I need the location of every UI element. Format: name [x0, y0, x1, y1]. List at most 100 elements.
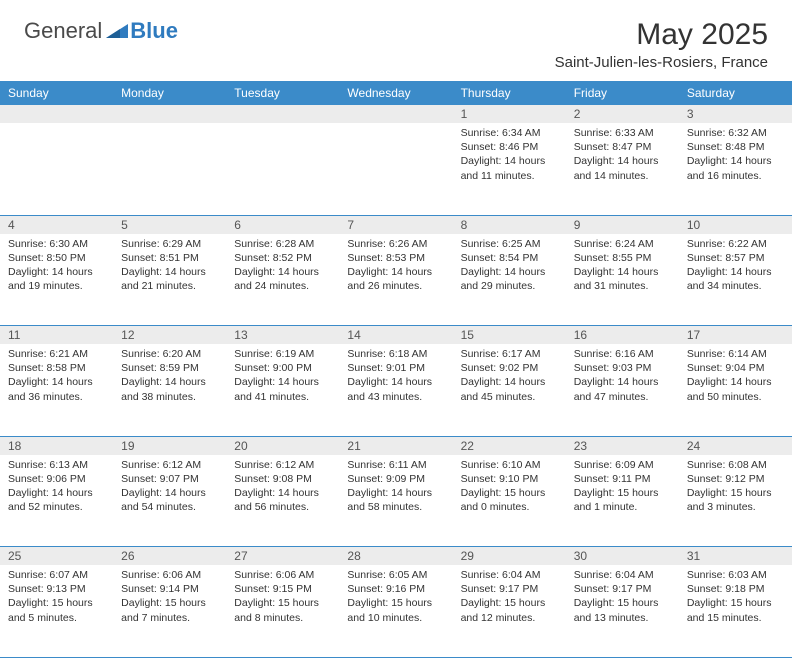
day-info: Sunrise: 6:29 AMSunset: 8:51 PMDaylight:… [113, 234, 226, 298]
daylight-text: Daylight: 15 hours [574, 596, 671, 610]
daylight-text: Daylight: 14 hours [8, 375, 105, 389]
weekday-header: Monday [113, 81, 226, 105]
day-cell: Sunrise: 6:06 AMSunset: 9:15 PMDaylight:… [226, 565, 339, 657]
sunset-text: Sunset: 9:10 PM [461, 472, 558, 486]
sunrise-text: Sunrise: 6:18 AM [347, 347, 444, 361]
daylight-text: and 56 minutes. [234, 500, 331, 514]
day-info: Sunrise: 6:22 AMSunset: 8:57 PMDaylight:… [679, 234, 792, 298]
day-info: Sunrise: 6:12 AMSunset: 9:07 PMDaylight:… [113, 455, 226, 519]
daylight-text: and 15 minutes. [687, 611, 784, 625]
day-number-cell: 19 [113, 436, 226, 455]
daylight-text: Daylight: 14 hours [574, 154, 671, 168]
day-cell: Sunrise: 6:04 AMSunset: 9:17 PMDaylight:… [453, 565, 566, 657]
day-info: Sunrise: 6:25 AMSunset: 8:54 PMDaylight:… [453, 234, 566, 298]
day-number-cell: 22 [453, 436, 566, 455]
daylight-text: Daylight: 15 hours [574, 486, 671, 500]
sunrise-text: Sunrise: 6:09 AM [574, 458, 671, 472]
sunrise-text: Sunrise: 6:32 AM [687, 126, 784, 140]
day-cell: Sunrise: 6:28 AMSunset: 8:52 PMDaylight:… [226, 234, 339, 326]
daylight-text: Daylight: 14 hours [574, 375, 671, 389]
daylight-text: and 38 minutes. [121, 390, 218, 404]
day-cell: Sunrise: 6:04 AMSunset: 9:17 PMDaylight:… [566, 565, 679, 657]
sunrise-text: Sunrise: 6:04 AM [574, 568, 671, 582]
day-number-cell [113, 105, 226, 123]
day-cell: Sunrise: 6:12 AMSunset: 9:07 PMDaylight:… [113, 455, 226, 547]
day-number-cell: 15 [453, 326, 566, 345]
sunrise-text: Sunrise: 6:33 AM [574, 126, 671, 140]
daylight-text: Daylight: 14 hours [347, 375, 444, 389]
sunset-text: Sunset: 8:50 PM [8, 251, 105, 265]
day-cell: Sunrise: 6:19 AMSunset: 9:00 PMDaylight:… [226, 344, 339, 436]
sunrise-text: Sunrise: 6:08 AM [687, 458, 784, 472]
sunrise-text: Sunrise: 6:03 AM [687, 568, 784, 582]
day-cell: Sunrise: 6:08 AMSunset: 9:12 PMDaylight:… [679, 455, 792, 547]
day-cell: Sunrise: 6:13 AMSunset: 9:06 PMDaylight:… [0, 455, 113, 547]
day-number-cell: 30 [566, 547, 679, 566]
sunrise-text: Sunrise: 6:22 AM [687, 237, 784, 251]
day-cell: Sunrise: 6:32 AMSunset: 8:48 PMDaylight:… [679, 123, 792, 215]
day-cell: Sunrise: 6:20 AMSunset: 8:59 PMDaylight:… [113, 344, 226, 436]
day-number-cell: 31 [679, 547, 792, 566]
day-number-cell: 29 [453, 547, 566, 566]
daylight-text: Daylight: 14 hours [234, 265, 331, 279]
sunset-text: Sunset: 9:07 PM [121, 472, 218, 486]
day-number-cell: 9 [566, 215, 679, 234]
week-row: Sunrise: 6:21 AMSunset: 8:58 PMDaylight:… [0, 344, 792, 436]
daylight-text: and 54 minutes. [121, 500, 218, 514]
sunset-text: Sunset: 8:46 PM [461, 140, 558, 154]
sunset-text: Sunset: 8:54 PM [461, 251, 558, 265]
sunrise-text: Sunrise: 6:05 AM [347, 568, 444, 582]
day-number-cell [226, 105, 339, 123]
day-number-cell: 3 [679, 105, 792, 123]
daylight-text: Daylight: 14 hours [687, 375, 784, 389]
sunset-text: Sunset: 9:18 PM [687, 582, 784, 596]
sunrise-text: Sunrise: 6:20 AM [121, 347, 218, 361]
day-number-cell: 24 [679, 436, 792, 455]
day-cell: Sunrise: 6:24 AMSunset: 8:55 PMDaylight:… [566, 234, 679, 326]
daylight-text: and 41 minutes. [234, 390, 331, 404]
day-info: Sunrise: 6:33 AMSunset: 8:47 PMDaylight:… [566, 123, 679, 187]
daylight-text: and 3 minutes. [687, 500, 784, 514]
daylight-text: Daylight: 15 hours [461, 596, 558, 610]
daylight-text: Daylight: 14 hours [461, 375, 558, 389]
sunset-text: Sunset: 9:08 PM [234, 472, 331, 486]
daylight-text: Daylight: 15 hours [687, 486, 784, 500]
daylight-text: Daylight: 15 hours [347, 596, 444, 610]
sunrise-text: Sunrise: 6:19 AM [234, 347, 331, 361]
weekday-header: Wednesday [339, 81, 452, 105]
day-cell [0, 123, 113, 215]
daylight-text: Daylight: 14 hours [687, 154, 784, 168]
day-info: Sunrise: 6:28 AMSunset: 8:52 PMDaylight:… [226, 234, 339, 298]
daylight-text: and 13 minutes. [574, 611, 671, 625]
day-number-cell: 23 [566, 436, 679, 455]
day-cell: Sunrise: 6:05 AMSunset: 9:16 PMDaylight:… [339, 565, 452, 657]
sunset-text: Sunset: 9:14 PM [121, 582, 218, 596]
day-number-cell: 18 [0, 436, 113, 455]
sunrise-text: Sunrise: 6:06 AM [121, 568, 218, 582]
weekday-header: Saturday [679, 81, 792, 105]
weekday-header-row: Sunday Monday Tuesday Wednesday Thursday… [0, 81, 792, 105]
day-info: Sunrise: 6:09 AMSunset: 9:11 PMDaylight:… [566, 455, 679, 519]
sunrise-text: Sunrise: 6:28 AM [234, 237, 331, 251]
sunset-text: Sunset: 8:47 PM [574, 140, 671, 154]
sunset-text: Sunset: 9:06 PM [8, 472, 105, 486]
daynum-row: 18192021222324 [0, 436, 792, 455]
weekday-header: Tuesday [226, 81, 339, 105]
day-info: Sunrise: 6:19 AMSunset: 9:00 PMDaylight:… [226, 344, 339, 408]
daylight-text: Daylight: 14 hours [347, 486, 444, 500]
daylight-text: and 11 minutes. [461, 169, 558, 183]
sunset-text: Sunset: 9:09 PM [347, 472, 444, 486]
weekday-header: Friday [566, 81, 679, 105]
day-number-cell: 12 [113, 326, 226, 345]
sunrise-text: Sunrise: 6:16 AM [574, 347, 671, 361]
day-cell: Sunrise: 6:22 AMSunset: 8:57 PMDaylight:… [679, 234, 792, 326]
sunset-text: Sunset: 8:58 PM [8, 361, 105, 375]
day-number-cell: 1 [453, 105, 566, 123]
day-number-cell: 17 [679, 326, 792, 345]
sunset-text: Sunset: 9:17 PM [461, 582, 558, 596]
logo-triangle-icon [106, 20, 128, 43]
daylight-text: and 34 minutes. [687, 279, 784, 293]
daylight-text: Daylight: 14 hours [234, 486, 331, 500]
day-info: Sunrise: 6:06 AMSunset: 9:15 PMDaylight:… [226, 565, 339, 629]
daylight-text: Daylight: 15 hours [234, 596, 331, 610]
